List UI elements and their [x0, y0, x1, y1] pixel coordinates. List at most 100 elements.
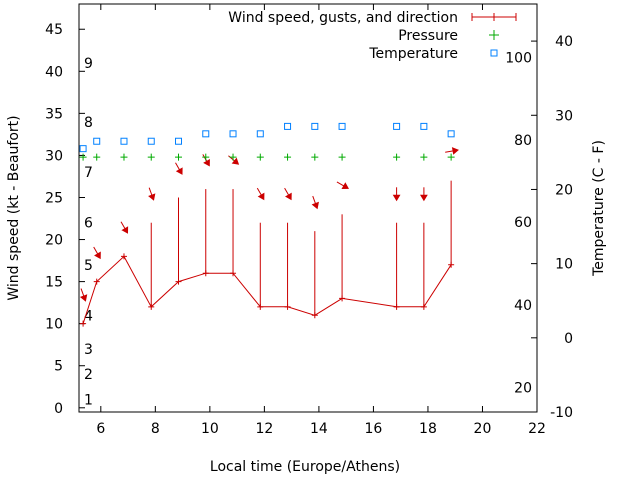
y2-tick-label: 0 — [564, 331, 573, 347]
legend-label-temperature: Temperature — [368, 46, 458, 62]
wind-speed-point — [202, 270, 209, 277]
beaufort-label: 9 — [84, 56, 93, 72]
pressure-point — [393, 153, 401, 161]
wind-direction-arrow — [93, 246, 101, 260]
temperature-point — [79, 145, 87, 153]
pressure-point — [120, 153, 128, 161]
fahrenheit-label: 20 — [514, 381, 532, 397]
legend: Wind speed, gusts, and direction Pressur… — [228, 10, 517, 62]
pressure-point — [284, 153, 292, 161]
beaufort-label: 7 — [84, 165, 93, 181]
wind-direction-arrow — [120, 221, 129, 234]
temperature-point — [147, 137, 155, 145]
y-axis-title: Wind speed (kt - Beaufort) — [6, 115, 22, 300]
wind-speed-point — [420, 303, 427, 310]
pressure-point — [256, 153, 264, 161]
fahrenheit-label: 60 — [514, 215, 532, 231]
x-axis-title: Local time (Europe/Athens) — [210, 459, 400, 475]
beaufort-label: 5 — [84, 258, 93, 274]
temperature-point — [393, 122, 401, 130]
legend-label-pressure: Pressure — [398, 28, 458, 44]
wind-speed-point — [230, 270, 237, 277]
wind-arrow-head — [420, 194, 428, 202]
wind-speed-point — [257, 303, 264, 310]
temperature-point — [256, 130, 264, 138]
wind-direction-arrow — [445, 147, 459, 155]
y2-tick-label: -10 — [550, 405, 573, 421]
wind-direction-arrow — [392, 187, 401, 202]
fahrenheit-label: 100 — [505, 50, 532, 66]
wind-speed-point — [311, 312, 318, 319]
temperature-point — [93, 137, 101, 145]
legend-swatch-pressure — [489, 30, 499, 40]
pressure-point — [420, 153, 428, 161]
x-tick-label: 20 — [474, 421, 492, 437]
pressure-point — [79, 153, 87, 161]
pressure-point — [311, 153, 319, 161]
beaufort-label: 8 — [84, 115, 93, 131]
y-tick-label: 0 — [54, 401, 63, 417]
wind-direction-arrow — [148, 187, 156, 201]
temperature-point — [284, 122, 292, 130]
pressure-point — [202, 153, 210, 161]
x-tick-label: 10 — [201, 421, 219, 437]
y2-tick-label: 10 — [555, 257, 573, 273]
axis-ticks: 6 8 10 12 14 16 18 20 22051015202530354045-10010… — [45, 4, 573, 437]
wind-arrow-head — [175, 167, 183, 175]
x-tick-label: 22 — [528, 421, 546, 437]
wind-speed-point — [120, 253, 127, 260]
temperature-point — [120, 137, 128, 145]
wind-direction-arrow — [79, 288, 88, 302]
wind-arrow-head — [231, 157, 240, 165]
wind-speed-point — [393, 303, 400, 310]
wind-direction-arrow — [175, 162, 183, 175]
pressure-point — [147, 153, 155, 161]
y2-tick-label: 20 — [555, 182, 573, 198]
legend-swatch-temperature — [490, 49, 498, 57]
wind-arrow-head — [392, 194, 401, 202]
x-tick-label: 6 — [96, 421, 105, 437]
wind-speed-point — [339, 295, 346, 302]
y-tick-label: 20 — [45, 233, 63, 249]
y-tick-label: 40 — [45, 64, 63, 80]
temperature-point — [202, 130, 210, 138]
temperature-point — [447, 130, 455, 138]
y-tick-label: 25 — [45, 190, 63, 206]
pressure-point — [229, 153, 237, 161]
wind-arrow-head — [341, 182, 350, 190]
x-tick-label: 12 — [255, 421, 273, 437]
wind-speed-line — [82, 255, 452, 324]
temperature-point — [338, 122, 346, 130]
y2-tick-label: 40 — [555, 34, 573, 50]
x-tick-label: 18 — [419, 421, 437, 437]
wind-speed-point — [448, 261, 455, 268]
wind-speed-point — [148, 303, 155, 310]
wind-arrow-head — [203, 158, 210, 167]
y-tick-label: 35 — [45, 106, 63, 122]
wind-direction-arrow — [336, 181, 350, 190]
y-tick-label: 15 — [45, 275, 63, 291]
wind-arrow-head — [121, 226, 129, 234]
pressure-point — [447, 153, 455, 161]
y2-tick-label: 30 — [555, 108, 573, 124]
pressure-point — [93, 153, 101, 161]
wind-speed-point — [80, 320, 87, 327]
temperature-point — [175, 137, 183, 145]
y-tick-label: 5 — [54, 359, 63, 375]
fahrenheit-label: 40 — [514, 298, 532, 314]
wind-arrow-head — [148, 193, 156, 201]
x-tick-label: 8 — [151, 421, 160, 437]
x-tick-label: 16 — [365, 421, 383, 437]
beaufort-label: 4 — [84, 308, 93, 324]
wind-speed-point — [175, 278, 182, 285]
wind-arrow-head — [451, 147, 459, 155]
wind-direction-arrow — [284, 187, 292, 201]
y-tick-label: 30 — [45, 148, 63, 164]
wind-arrow-head — [284, 192, 292, 201]
plot-frame — [78, 3, 538, 413]
y2-axis-title: Temperature (C - F) — [591, 140, 607, 277]
wind-speed-point — [284, 303, 291, 310]
y-tick-label: 10 — [45, 317, 63, 333]
beaufort-label: 3 — [84, 342, 93, 358]
